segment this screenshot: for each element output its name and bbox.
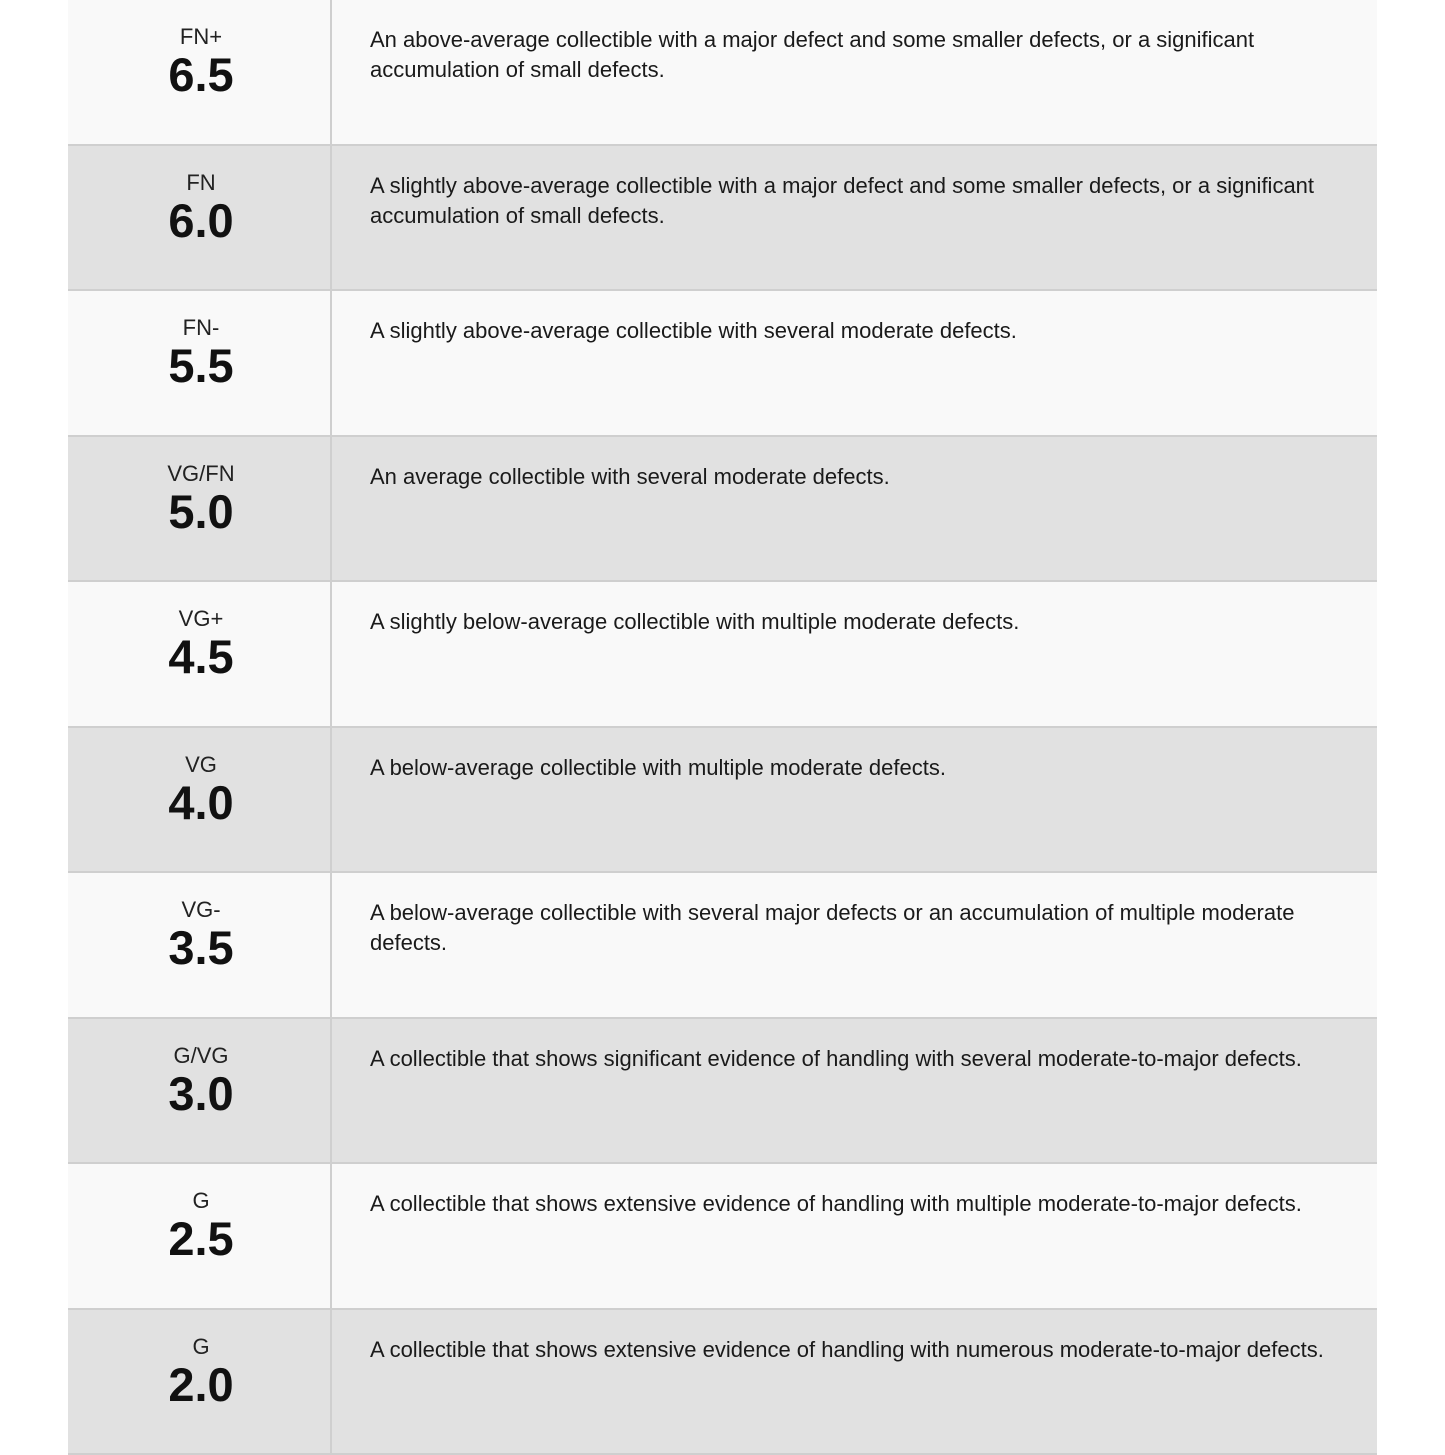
grade-abbreviation: VG- [158,897,244,923]
grade-description: A slightly above-average collectible wit… [332,291,1377,435]
grade-cell: FN+6.5 [68,0,332,144]
grade-cell: FN-5.5 [68,291,332,435]
grade-description: A slightly above-average collectible wit… [332,146,1377,290]
grade-description: A collectible that shows extensive evide… [332,1310,1377,1454]
grade-abbreviation: VG+ [158,606,244,632]
grade-abbreviation: FN- [158,315,244,341]
grade-number: 4.0 [158,778,244,828]
grade-number: 2.5 [158,1214,244,1264]
grade-description: A slightly below-average collectible wit… [332,582,1377,726]
grade-number: 6.5 [158,50,244,100]
grade-number: 4.5 [158,632,244,682]
grade-cell: VG+4.5 [68,582,332,726]
grade-abbreviation: G/VG [158,1043,244,1069]
grade-abbreviation: FN+ [158,24,244,50]
grade-description: A below-average collectible with multipl… [332,728,1377,872]
grade-description: A collectible that shows significant evi… [332,1019,1377,1163]
grade-abbreviation: VG/FN [158,461,244,487]
grade-number: 2.0 [158,1360,244,1410]
grade-description: A below-average collectible with several… [332,873,1377,1017]
grade-cell: VG-3.5 [68,873,332,1017]
grade-description: A collectible that shows extensive evide… [332,1164,1377,1308]
grade-abbreviation: G [158,1334,244,1360]
grade-number: 6.0 [158,196,244,246]
grade-number: 3.5 [158,923,244,973]
grade-abbreviation: FN [158,170,244,196]
grade-description: An average collectible with several mode… [332,437,1377,581]
grade-number: 3.0 [158,1069,244,1119]
grade-description: An above-average collectible with a majo… [332,0,1377,144]
grade-number: 5.0 [158,487,244,537]
grade-number: 5.5 [158,341,244,391]
grade-abbreviation: VG [158,752,244,778]
grade-abbreviation: G [158,1188,244,1214]
